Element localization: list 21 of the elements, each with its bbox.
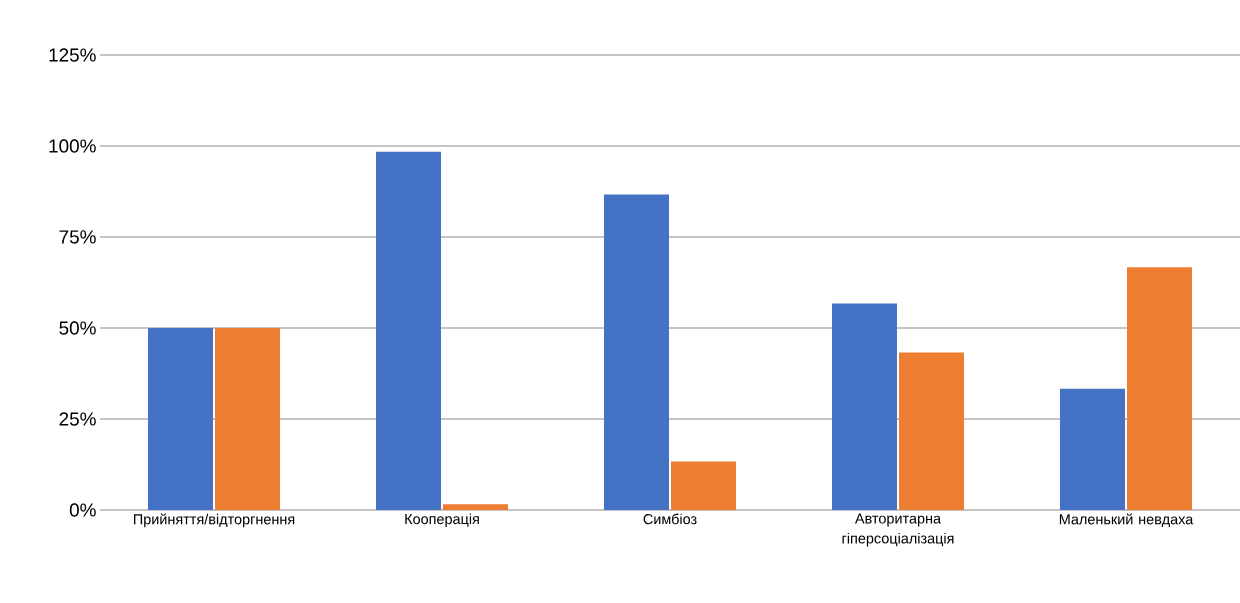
y-tick-label: 0% [69, 503, 96, 517]
y-tick-label: 100% [49, 139, 96, 153]
y-tick-label: 50% [59, 321, 96, 335]
bar [832, 303, 897, 510]
y-tick-label: 75% [59, 230, 96, 244]
y-tick-label: 25% [59, 412, 96, 426]
x-tick-label: Маленький невдаха [1059, 513, 1194, 528]
x-tick-label: Симбіоз [643, 513, 697, 525]
y-tick-label: 125% [49, 48, 96, 62]
bar [671, 461, 736, 510]
x-tick-label: Кооперація [405, 513, 479, 527]
bar [443, 504, 508, 510]
bar [376, 151, 441, 510]
bar [215, 328, 280, 510]
bar [604, 194, 669, 510]
x-tick-label: Прийняття/відторгнення [134, 513, 295, 528]
bar [898, 352, 964, 510]
bar [1060, 388, 1125, 510]
bar [148, 328, 213, 510]
bar [1126, 267, 1192, 510]
x-tick-label: Авторитарна гіперсоціалізація [842, 513, 954, 547]
